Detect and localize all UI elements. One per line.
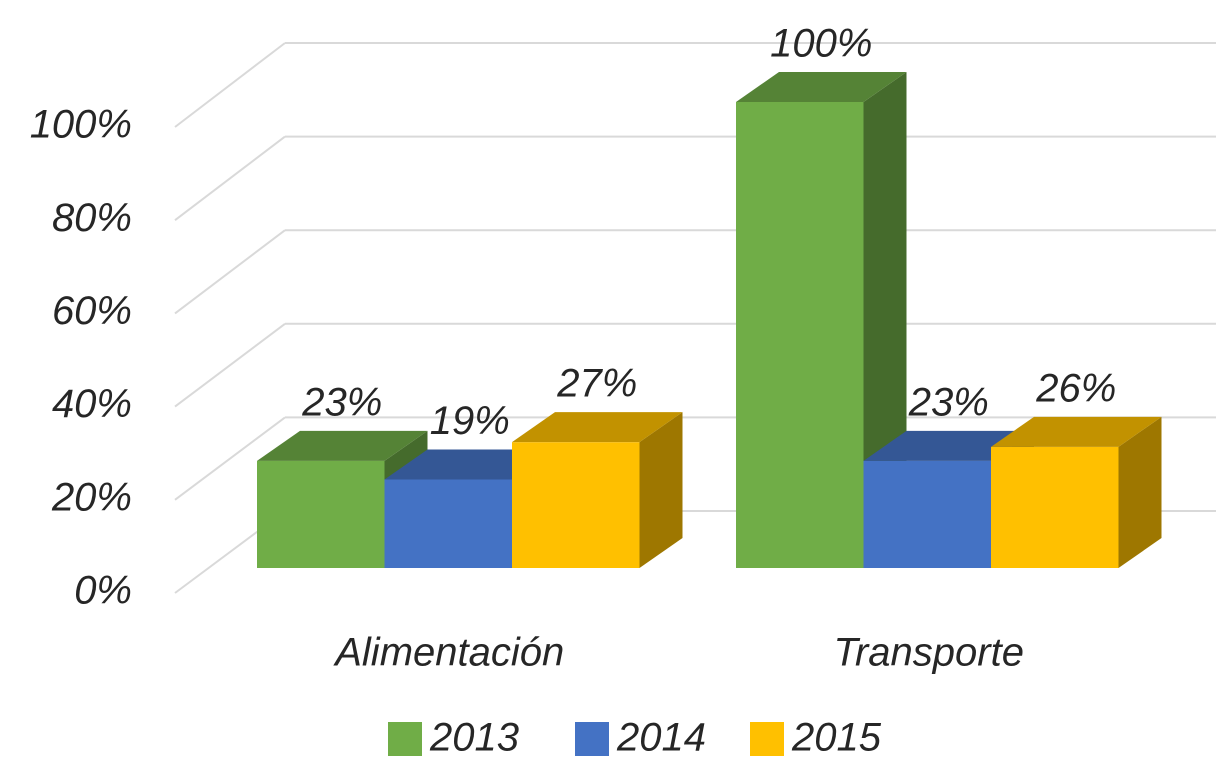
data-label: 27% [556, 362, 637, 406]
bar [512, 442, 640, 568]
bar [384, 479, 512, 568]
y-tick-label: 100% [30, 103, 132, 147]
bar [991, 446, 1119, 568]
grid-line-side [174, 229, 286, 315]
data-label: 26% [1035, 366, 1116, 410]
grid-line-side [174, 323, 286, 408]
data-label: 19% [430, 399, 510, 443]
y-tick-label: 20% [51, 475, 132, 519]
bar-top [991, 416, 1162, 447]
grid-line-side [174, 135, 286, 221]
bar-side [639, 412, 683, 568]
x-tick-label: Transporte [834, 631, 1024, 675]
bar-side [1118, 416, 1162, 568]
y-tick-label: 0% [74, 569, 132, 613]
y-tick-label: 60% [52, 289, 132, 333]
data-label: 23% [908, 380, 989, 424]
x-tick-label: Alimentación [333, 631, 564, 675]
bar [736, 102, 864, 568]
data-label: 100% [770, 22, 872, 66]
bar [257, 460, 385, 568]
bar-top [736, 72, 907, 102]
y-tick-label: 40% [52, 382, 132, 426]
legend-label: 2013 [429, 716, 519, 760]
legend-swatch [388, 722, 422, 756]
data-label: 23% [301, 380, 382, 424]
bar-top [257, 430, 428, 461]
bar-top [512, 412, 683, 443]
legend-swatch [575, 722, 609, 756]
legend-swatch [750, 722, 784, 756]
bar [863, 460, 991, 568]
legend-label: 2015 [791, 716, 882, 760]
y-tick-label: 80% [52, 196, 132, 240]
grid-line-side [174, 42, 286, 128]
grid-line-side [174, 416, 286, 501]
legend-label: 2014 [616, 716, 706, 760]
